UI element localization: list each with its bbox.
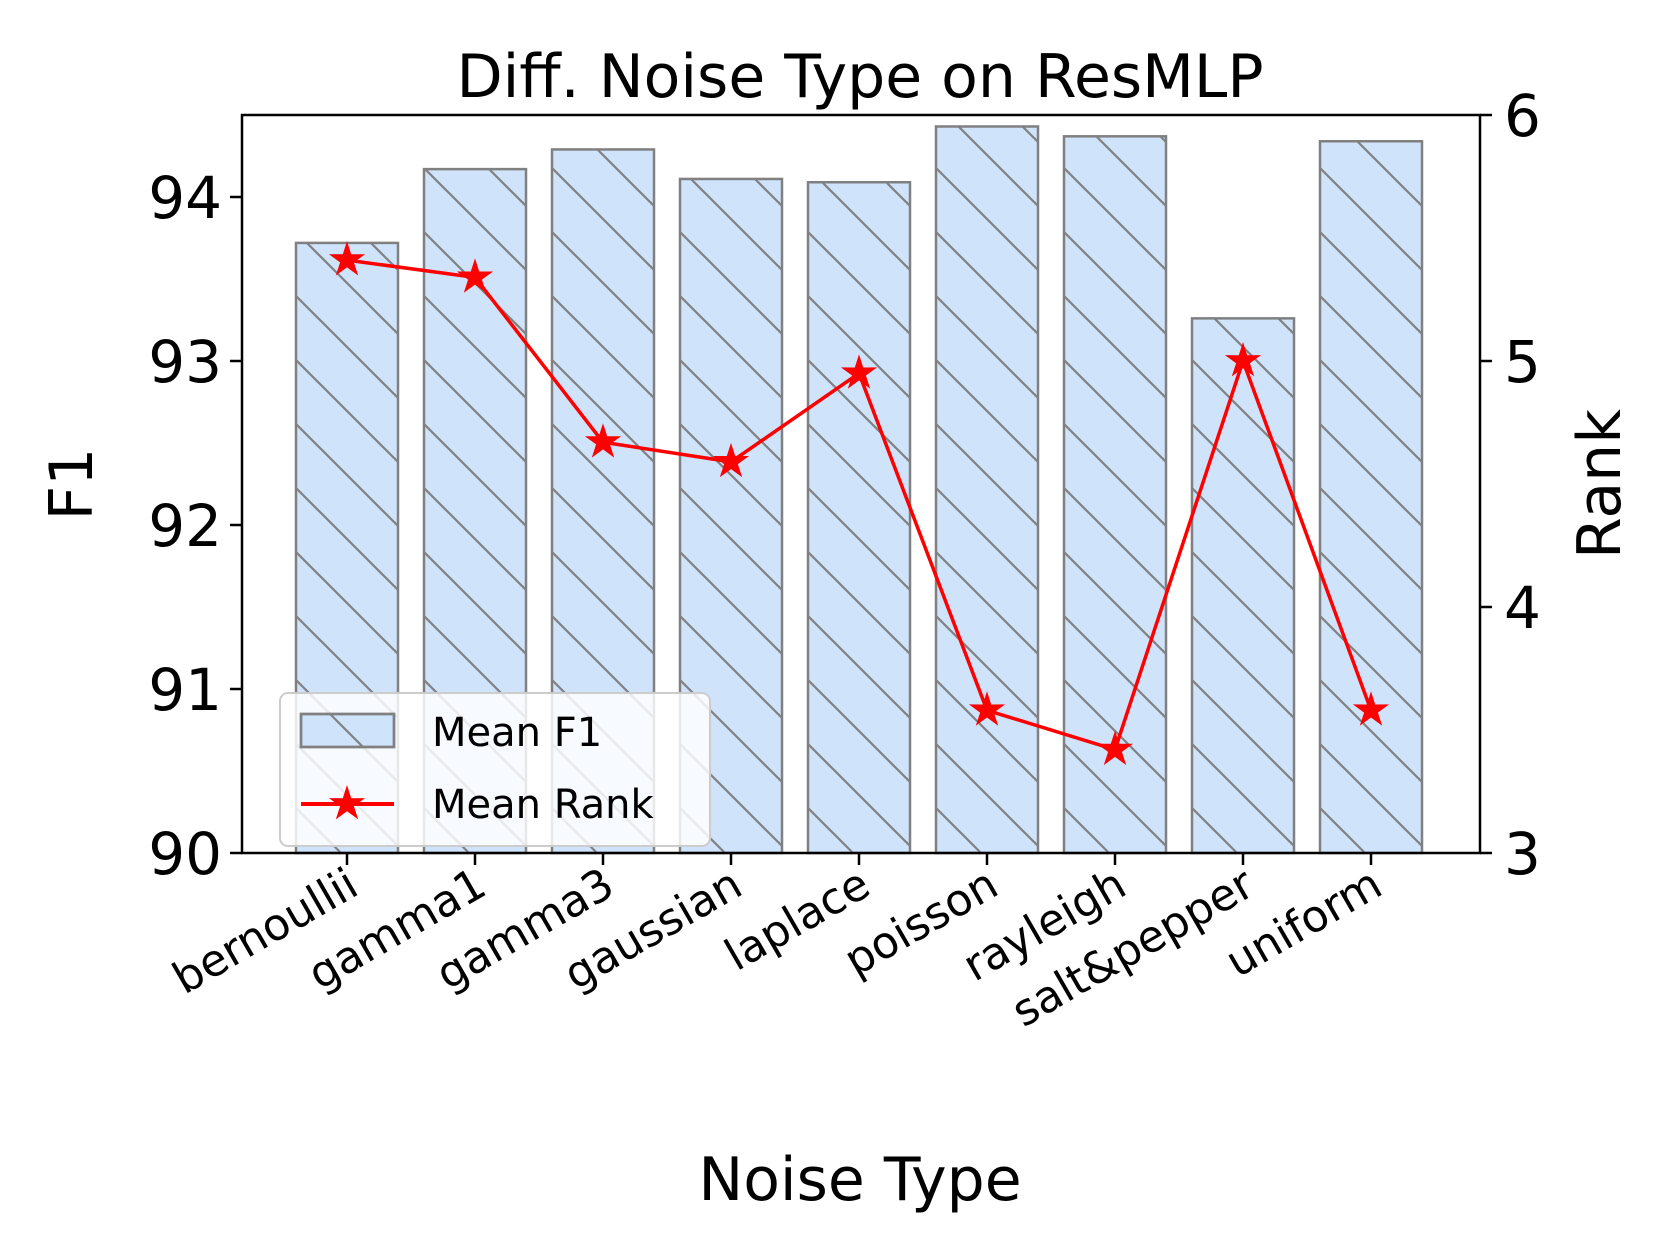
y-tick-label: 94: [148, 164, 222, 232]
legend-star-marker: [328, 785, 366, 820]
x-axis: bernoulliigamma1gamma3gaussianlaplacepoi…: [164, 853, 1391, 1037]
rank-point-gamma1: [456, 258, 494, 293]
rank-point-saltpepper: [1224, 342, 1262, 377]
rank-line-group: [328, 241, 1390, 766]
y2-tick-label: 6: [1504, 82, 1541, 150]
rank-point-gamma3: [584, 423, 622, 458]
bar-outline-rayleigh: [1062, 135, 1168, 855]
y-axis-left: 90 91 92 93 94: [148, 164, 242, 888]
rank-point-bernoullii: [328, 241, 366, 276]
legend-label-mean-f1: Mean F1: [432, 710, 602, 756]
chart-title: Diff. Noise Type on ResMLP: [456, 42, 1263, 112]
legend: Mean F1 Mean Rank: [279, 692, 711, 847]
y-tick-label: 91: [148, 656, 222, 724]
bar-outline-saltpepper: [1190, 317, 1296, 855]
rank-point-gaussian: [712, 442, 750, 478]
bar-outline-poisson: [934, 125, 1040, 855]
y2-tick-label: 5: [1504, 328, 1541, 396]
bar-outline-uniform: [1318, 139, 1424, 855]
y-axis-label: F1: [37, 448, 107, 521]
legend-swatch-bar-hatch: [299, 712, 396, 749]
rank-point-laplace: [840, 354, 878, 389]
y-axis-right: 3 4 5 6: [1480, 82, 1541, 888]
legend-label-mean-rank: Mean Rank: [432, 782, 654, 828]
plot-frame: [240, 113, 1482, 855]
x-axis-label: Noise Type: [698, 1145, 1021, 1215]
y2-tick-label: 4: [1504, 574, 1541, 642]
y-tick-label: 90: [148, 820, 222, 888]
rank-point-poisson: [968, 691, 1006, 726]
y2-tick-label: 3: [1504, 820, 1541, 888]
rank-point-rayleigh: [1096, 730, 1134, 766]
bar-outline-laplace: [806, 180, 912, 855]
rank-point-uniform: [1352, 691, 1390, 726]
y2-axis-label: Rank: [1565, 409, 1635, 559]
y-tick-label: 93: [148, 328, 222, 396]
y-tick-label: 92: [148, 492, 222, 560]
